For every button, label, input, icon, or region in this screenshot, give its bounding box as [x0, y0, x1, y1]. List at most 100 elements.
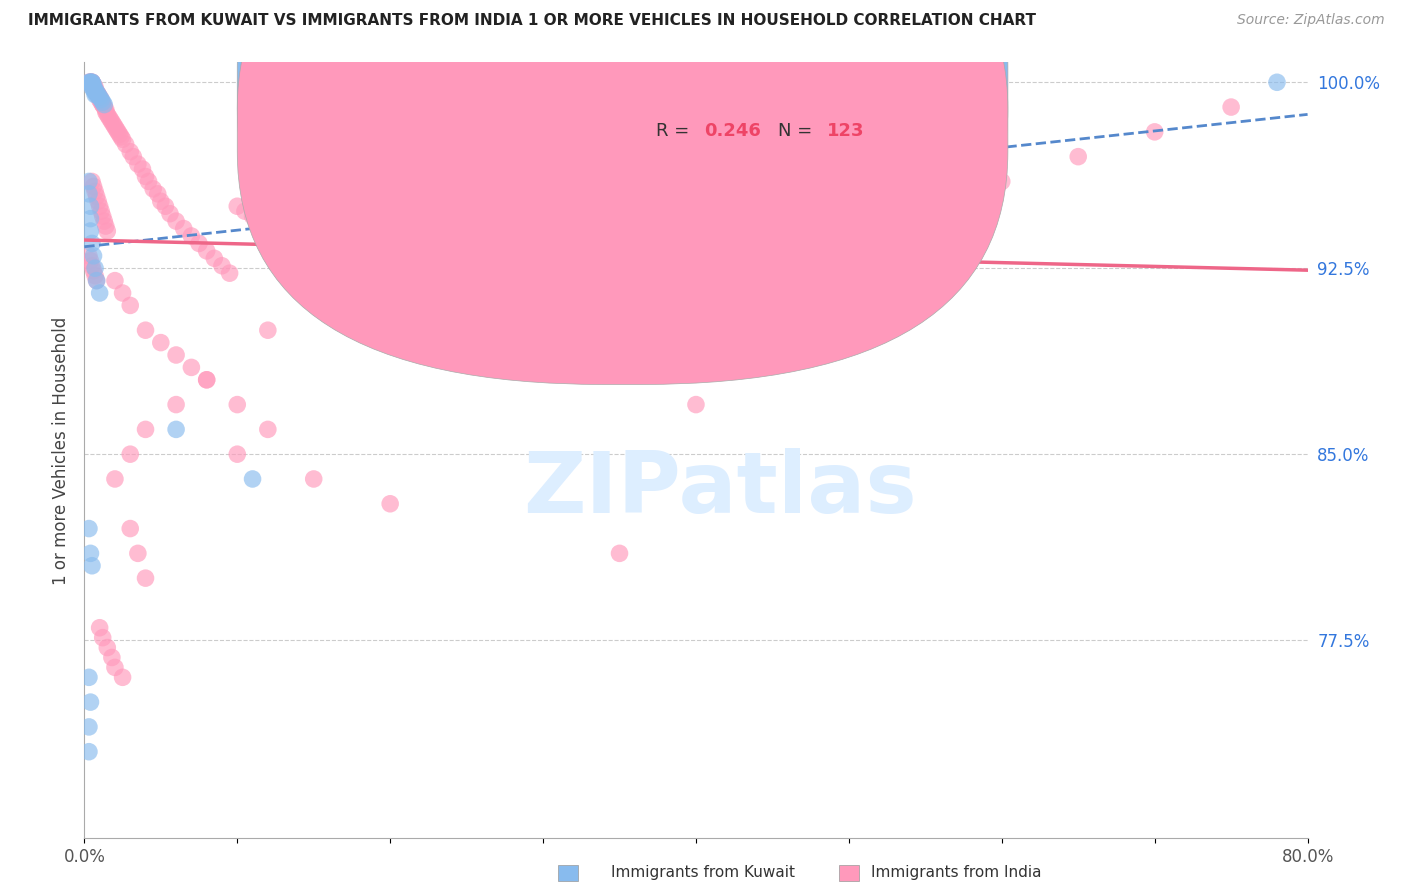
Point: [77, 720, 100, 734]
Point: [90, 95, 112, 109]
Point: [93, 214, 115, 228]
Point: [86, 274, 108, 288]
Point: [96, 107, 118, 121]
Point: [104, 274, 127, 288]
Point: [96, 224, 118, 238]
Point: [84, 185, 107, 199]
Point: [83, 249, 105, 263]
Point: [195, 244, 218, 258]
Point: [226, 199, 249, 213]
Point: [120, 298, 142, 312]
Point: [86, 274, 108, 288]
Point: [83, 263, 105, 277]
Point: [146, 186, 169, 201]
Point: [89, 90, 111, 104]
Point: [93, 97, 115, 112]
Point: [80, 259, 103, 273]
Point: [127, 157, 149, 171]
Point: [1265, 75, 1288, 89]
Point: [202, 252, 225, 266]
Point: [79, 546, 101, 560]
Point: [1220, 100, 1243, 114]
Point: [91, 95, 114, 109]
Text: 0.246: 0.246: [704, 121, 762, 140]
Point: [111, 285, 134, 300]
Point: [80, 174, 103, 188]
Point: [471, 219, 494, 233]
Point: [77, 186, 100, 201]
Point: [242, 472, 264, 486]
Point: [211, 259, 233, 273]
Point: [155, 199, 177, 213]
Point: [87, 87, 110, 102]
Point: [86, 85, 108, 99]
Point: [1067, 150, 1090, 164]
Point: [101, 115, 124, 129]
Point: [94, 219, 117, 233]
Text: IMMIGRANTS FROM KUWAIT VS IMMIGRANTS FROM INDIA 1 OR MORE VEHICLES IN HOUSEHOLD : IMMIGRANTS FROM KUWAIT VS IMMIGRANTS FRO…: [28, 13, 1036, 29]
Point: [135, 169, 157, 184]
Point: [83, 78, 105, 92]
Point: [79, 75, 101, 89]
Bar: [839, 865, 859, 881]
Point: [257, 323, 280, 337]
Point: [685, 398, 707, 412]
Point: [86, 87, 108, 102]
Point: [226, 398, 249, 412]
Text: Immigrants from Kuwait: Immigrants from Kuwait: [612, 865, 794, 880]
Point: [103, 117, 125, 131]
Point: [79, 695, 101, 709]
Text: ZIPatlas: ZIPatlas: [523, 448, 917, 531]
Y-axis label: 1 or more Vehicles in Household: 1 or more Vehicles in Household: [52, 317, 70, 584]
Point: [79, 75, 101, 89]
Point: [86, 85, 108, 99]
Point: [77, 522, 100, 536]
Point: [77, 174, 100, 188]
Text: 0.094: 0.094: [704, 79, 762, 97]
Bar: [558, 865, 578, 881]
Point: [159, 207, 181, 221]
Point: [135, 323, 157, 337]
Point: [120, 522, 142, 536]
Point: [79, 253, 101, 268]
Point: [94, 105, 117, 120]
Point: [86, 189, 108, 203]
Point: [83, 78, 105, 92]
Point: [80, 558, 103, 573]
Point: [84, 80, 107, 95]
Point: [83, 80, 105, 95]
Point: [77, 75, 100, 89]
Point: [165, 398, 187, 412]
Point: [131, 162, 153, 177]
Point: [90, 204, 112, 219]
Point: [991, 174, 1014, 188]
Point: [173, 221, 195, 235]
Text: Immigrants from India: Immigrants from India: [870, 865, 1042, 880]
Point: [90, 93, 112, 107]
Point: [80, 236, 103, 251]
Point: [89, 285, 111, 300]
Point: [142, 182, 165, 196]
Point: [87, 194, 110, 209]
Point: [89, 199, 111, 213]
Point: [83, 80, 105, 95]
Point: [80, 78, 103, 92]
Point: [80, 75, 103, 89]
Point: [135, 571, 157, 585]
Point: [409, 207, 432, 221]
Point: [180, 360, 202, 375]
Text: N =: N =: [778, 79, 818, 97]
Point: [101, 650, 124, 665]
Point: [138, 174, 160, 188]
Point: [77, 745, 100, 759]
Point: [349, 196, 371, 211]
Point: [97, 110, 120, 124]
Point: [87, 87, 110, 102]
Point: [84, 261, 107, 276]
Point: [86, 85, 108, 99]
Point: [271, 179, 294, 194]
Point: [114, 137, 136, 152]
Point: [135, 422, 157, 436]
Point: [94, 103, 117, 117]
Point: [98, 112, 121, 127]
